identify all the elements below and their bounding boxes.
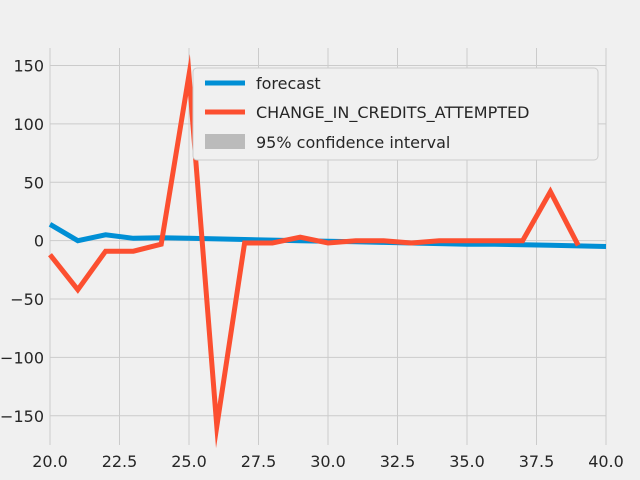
x-tick-label: 22.5: [102, 452, 138, 471]
legend-swatch-confidence: [205, 134, 245, 149]
y-tick-label: 50: [24, 173, 44, 192]
x-tick-label: 32.5: [380, 452, 416, 471]
legend-label-credits: CHANGE_IN_CREDITS_ATTEMPTED: [256, 103, 529, 123]
legend-frame: [192, 67, 599, 161]
y-tick-label: −50: [10, 290, 44, 309]
y-tick-label: 150: [13, 57, 44, 76]
x-tick-label: 40.0: [588, 452, 624, 471]
tick-labels: 20.0 22.5 25.0 27.5 30.0 32.5 35.0 37.5 40.0 150 1…: [0, 57, 624, 471]
x-tick-label: 37.5: [519, 452, 555, 471]
y-tick-label: 100: [13, 115, 44, 134]
legend-label-confidence: 95% confidence interval: [256, 133, 450, 152]
y-tick-label: 0: [34, 232, 44, 251]
x-tick-label: 20.0: [32, 452, 68, 471]
x-tick-label: 35.0: [449, 452, 485, 471]
x-tick-label: 25.0: [171, 452, 207, 471]
series-layer: [48, 54, 607, 449]
series-line-credits: [48, 54, 581, 449]
legend: forecast CHANGE_IN_CREDITS_ATTEMPTED 95%…: [192, 67, 599, 161]
y-tick-label: −100: [0, 348, 44, 367]
legend-label-forecast: forecast: [256, 74, 321, 93]
x-tick-label: 27.5: [241, 452, 277, 471]
y-tick-label: −150: [0, 407, 44, 426]
x-tick-label: 30.0: [310, 452, 346, 471]
